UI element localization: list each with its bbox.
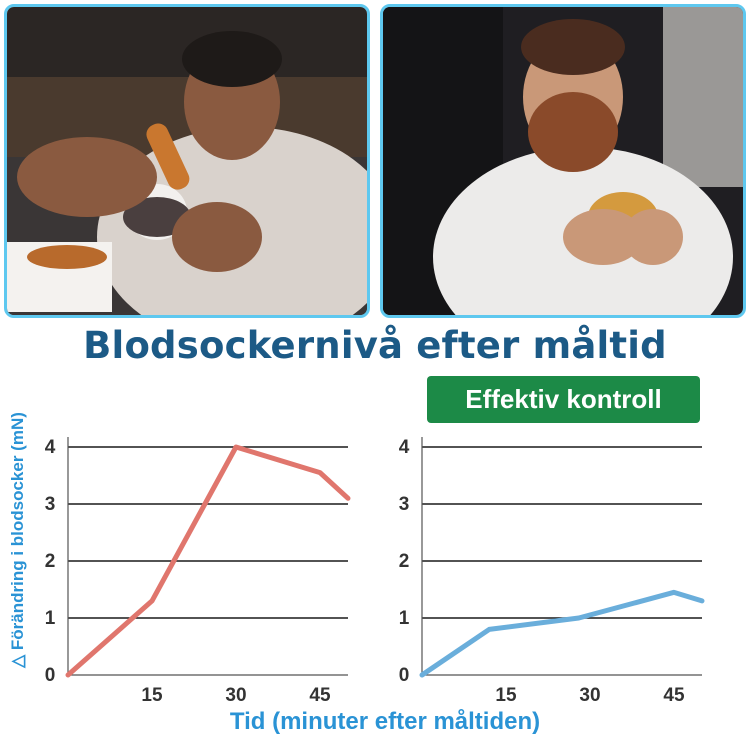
y-tick-label-left-4: 4 — [45, 437, 56, 458]
page-title: Blodsockernivå efter måltid — [83, 324, 667, 367]
photo-man-eating-burger — [380, 4, 746, 318]
y-tick-label-right-4: 4 — [399, 437, 410, 458]
y-tick-label-right-2: 2 — [399, 551, 410, 572]
series-line-right — [419, 589, 705, 678]
x-tick-label-left-30: 30 — [225, 685, 246, 706]
y-tick-label-right-0: 0 — [399, 665, 410, 686]
y-tick-label-left-3: 3 — [45, 494, 56, 515]
photo-man-eating-cake — [4, 4, 370, 318]
x-tick-label-left-15: 15 — [141, 685, 163, 706]
y-tick-label-left-0: 0 — [45, 665, 56, 686]
x-tick-label-right-45: 45 — [663, 685, 685, 706]
y-tick-label-left-2: 2 — [45, 551, 56, 572]
series-line-left — [65, 444, 351, 678]
y-tick-label-right-3: 3 — [399, 494, 410, 515]
effective-control-badge: Effektiv kontroll — [427, 376, 700, 423]
x-tick-label-right-30: 30 — [579, 685, 600, 706]
y-tick-label-right-1: 1 — [399, 608, 410, 629]
x-tick-label-right-15: 15 — [495, 685, 517, 706]
x-tick-label-left-45: 45 — [309, 685, 331, 706]
x-axis-label: Tid (minuter efter måltiden) — [229, 708, 541, 735]
y-tick-label-left-1: 1 — [45, 608, 56, 629]
